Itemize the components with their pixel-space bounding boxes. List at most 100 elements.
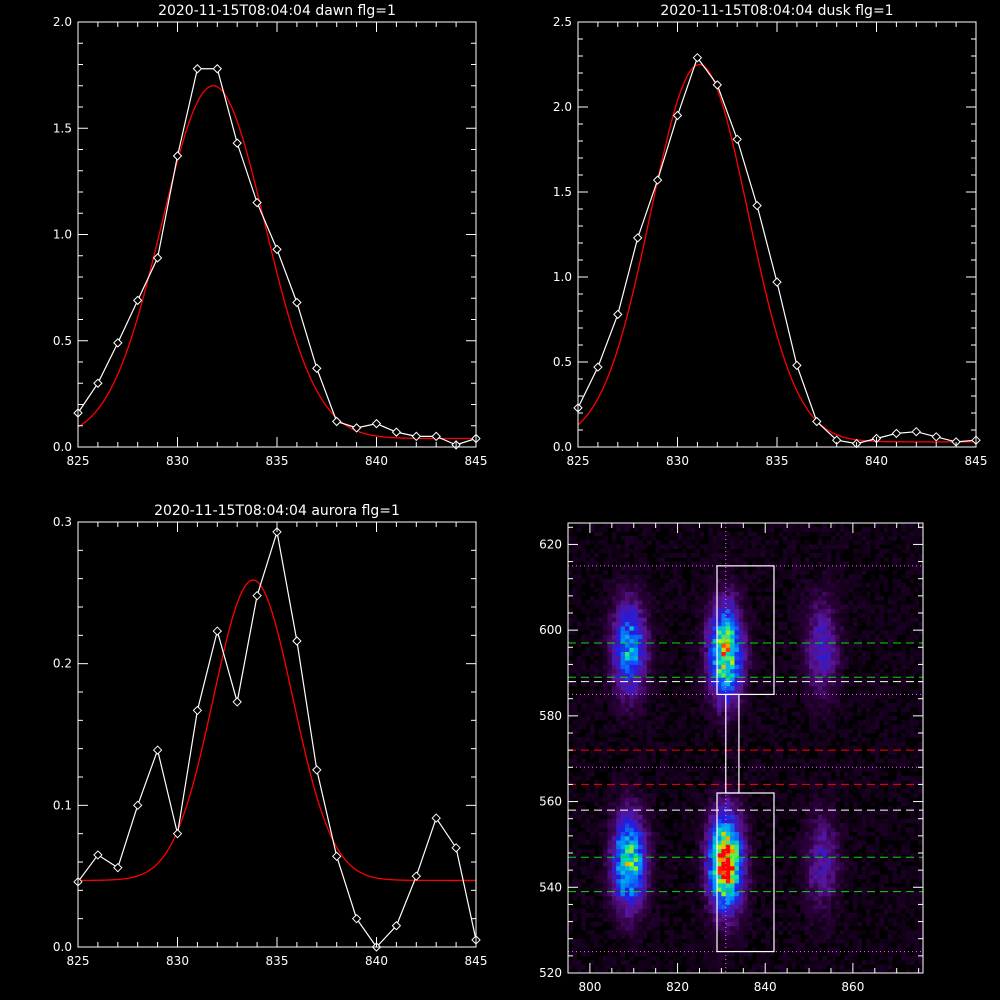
heatmap-image (568, 523, 924, 974)
data-point (692, 52, 703, 63)
y-tick-label: 0.0 (53, 440, 72, 454)
y-tick-label: 2.0 (53, 15, 72, 29)
data-point (312, 765, 322, 775)
fit-curve (77, 85, 476, 440)
x-tick-label: 840 (865, 454, 888, 468)
data-point (93, 378, 103, 388)
data-point (292, 297, 302, 308)
data-point (192, 705, 203, 716)
data-point (93, 850, 103, 860)
y-tick-label: 0.5 (553, 355, 572, 369)
data-point (411, 871, 422, 881)
data-line (77, 68, 477, 446)
data-point (252, 590, 262, 601)
x-tick-label: 825 (67, 954, 90, 968)
data-point (192, 64, 203, 74)
data-point (593, 362, 603, 372)
data-point (411, 431, 422, 442)
y-tick-label: 1.5 (553, 185, 572, 199)
y-tick-label: 600 (539, 623, 562, 637)
x-tick-label: 860 (841, 980, 864, 994)
data-point (431, 431, 441, 442)
data-point (132, 800, 143, 811)
y-tick-label: 0.0 (553, 440, 572, 454)
data-point (772, 277, 782, 287)
axes-frame (567, 522, 924, 974)
x-tick-label: 800 (578, 980, 601, 994)
axes-frame (77, 21, 477, 448)
x-tick-label: 840 (754, 980, 777, 994)
data-point (812, 416, 822, 427)
data-point (152, 745, 163, 755)
data-point (351, 423, 362, 433)
data-point (232, 138, 242, 148)
chart-panel-2: 825 830 835 840 845 0.0 0.5 1.0 1.5 2.0 2.5 2020-11… (553, 3, 988, 468)
data-point (652, 175, 663, 185)
chart-panel-3: 825 830 835 840 845 0.0 0.1 0.2 0.3 2020-11-15T08… (53, 503, 488, 968)
x-tick-label: 825 (567, 454, 590, 468)
y-tick-label: 1.5 (53, 121, 72, 135)
y-tick-label: 0.2 (53, 657, 72, 671)
y-tick-label: 0.0 (53, 940, 72, 954)
y-tick-label: 0.1 (53, 798, 72, 812)
x-tick-label: 835 (766, 454, 789, 468)
y-tick-label: 520 (539, 966, 562, 980)
data-point (232, 697, 242, 707)
data-point (212, 626, 223, 636)
x-tick-label: 820 (666, 980, 689, 994)
fit-curve (577, 63, 976, 443)
x-tick-label: 830 (666, 454, 689, 468)
y-tick-label: 2.0 (553, 100, 572, 114)
y-tick-label: 1.0 (53, 228, 72, 242)
x-tick-label: 830 (166, 954, 189, 968)
data-point (891, 428, 902, 439)
selection-box-1 (716, 565, 775, 696)
data-point (172, 151, 183, 161)
data-point (732, 134, 742, 145)
y-tick-label: 560 (539, 795, 562, 809)
data-point (712, 80, 723, 90)
data-point (132, 295, 143, 306)
y-tick-label: 540 (539, 880, 562, 894)
y-tick-label: 620 (539, 537, 562, 551)
x-tick-label: 830 (166, 454, 189, 468)
selection-box-3 (716, 792, 775, 953)
data-point (672, 110, 683, 121)
y-tick-label: 0.3 (53, 515, 72, 529)
chart-title: 2020-11-15T08:04:04 dusk flg=1 (660, 3, 893, 19)
data-point (351, 913, 362, 924)
data-point (113, 862, 123, 873)
x-tick-label: 835 (266, 954, 289, 968)
data-point (391, 427, 402, 437)
data-point (371, 418, 382, 429)
data-point (792, 360, 802, 371)
data-point (113, 338, 123, 348)
data-point (752, 200, 762, 211)
data-point (272, 244, 282, 255)
x-tick-label: 840 (365, 954, 388, 968)
y-tick-label: 1.0 (553, 270, 572, 284)
data-point (613, 309, 623, 320)
data-point (152, 253, 163, 263)
data-point (212, 64, 223, 74)
data-line (77, 531, 477, 948)
data-line (577, 56, 977, 445)
y-tick-label: 0.5 (53, 334, 72, 348)
data-point (431, 813, 441, 823)
data-point (172, 828, 183, 839)
chart-panel-4: 800 820 840 860 520 540 560 580 600 620 (539, 522, 924, 994)
y-tick-label: 2.5 (553, 15, 572, 29)
x-tick-label: 845 (965, 454, 988, 468)
data-point (292, 636, 302, 646)
data-point (911, 426, 922, 437)
x-tick-label: 845 (465, 454, 488, 468)
fit-curve (78, 579, 476, 882)
chart-panel-1: 825 830 835 840 845 0.0 0.5 1.0 1.5 2.0 2020-11-15… (53, 3, 488, 468)
data-point (451, 843, 461, 853)
x-tick-label: 835 (266, 454, 289, 468)
data-point (632, 233, 643, 243)
data-point (331, 416, 342, 427)
x-tick-label: 845 (465, 954, 488, 968)
chart-title: 2020-11-15T08:04:04 dawn flg=1 (158, 3, 396, 19)
